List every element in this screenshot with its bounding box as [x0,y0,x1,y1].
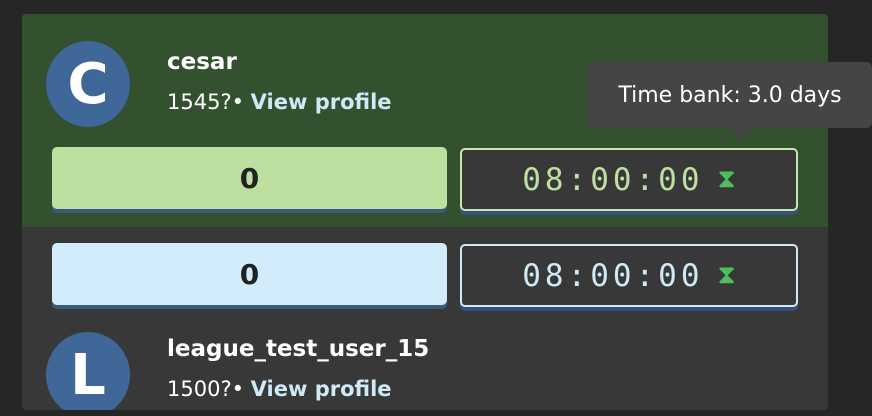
player-rating-line: 1500?• View profile [167,377,392,401]
view-profile-link[interactable]: View profile [250,377,392,401]
score-box: 0 [52,243,447,305]
separator: • [231,377,244,401]
player-name[interactable]: cesar [167,49,237,75]
hourglass-icon: ⧗ [717,164,736,194]
clock-time: 08:00:00 [522,161,704,198]
player-rating: 1500? [167,377,232,401]
player-rating-line: 1545?• View profile [167,90,392,114]
view-profile-link[interactable]: View profile [250,90,392,114]
hourglass-icon: ⧗ [717,260,736,290]
avatar[interactable]: C [46,41,130,127]
avatar[interactable]: L [46,332,130,410]
clock-time: 08:00:00 [522,257,704,294]
separator: • [231,90,244,114]
score-box: 0 [52,147,447,209]
time-bank-tooltip: Time bank: 3.0 days [588,62,872,140]
player-name[interactable]: league_test_user_15 [167,336,430,362]
game-clock[interactable]: 08:00:00 ⧗ [460,148,798,211]
player-rating: 1545? [167,90,232,114]
game-clock[interactable]: 08:00:00 ⧗ [460,244,798,307]
